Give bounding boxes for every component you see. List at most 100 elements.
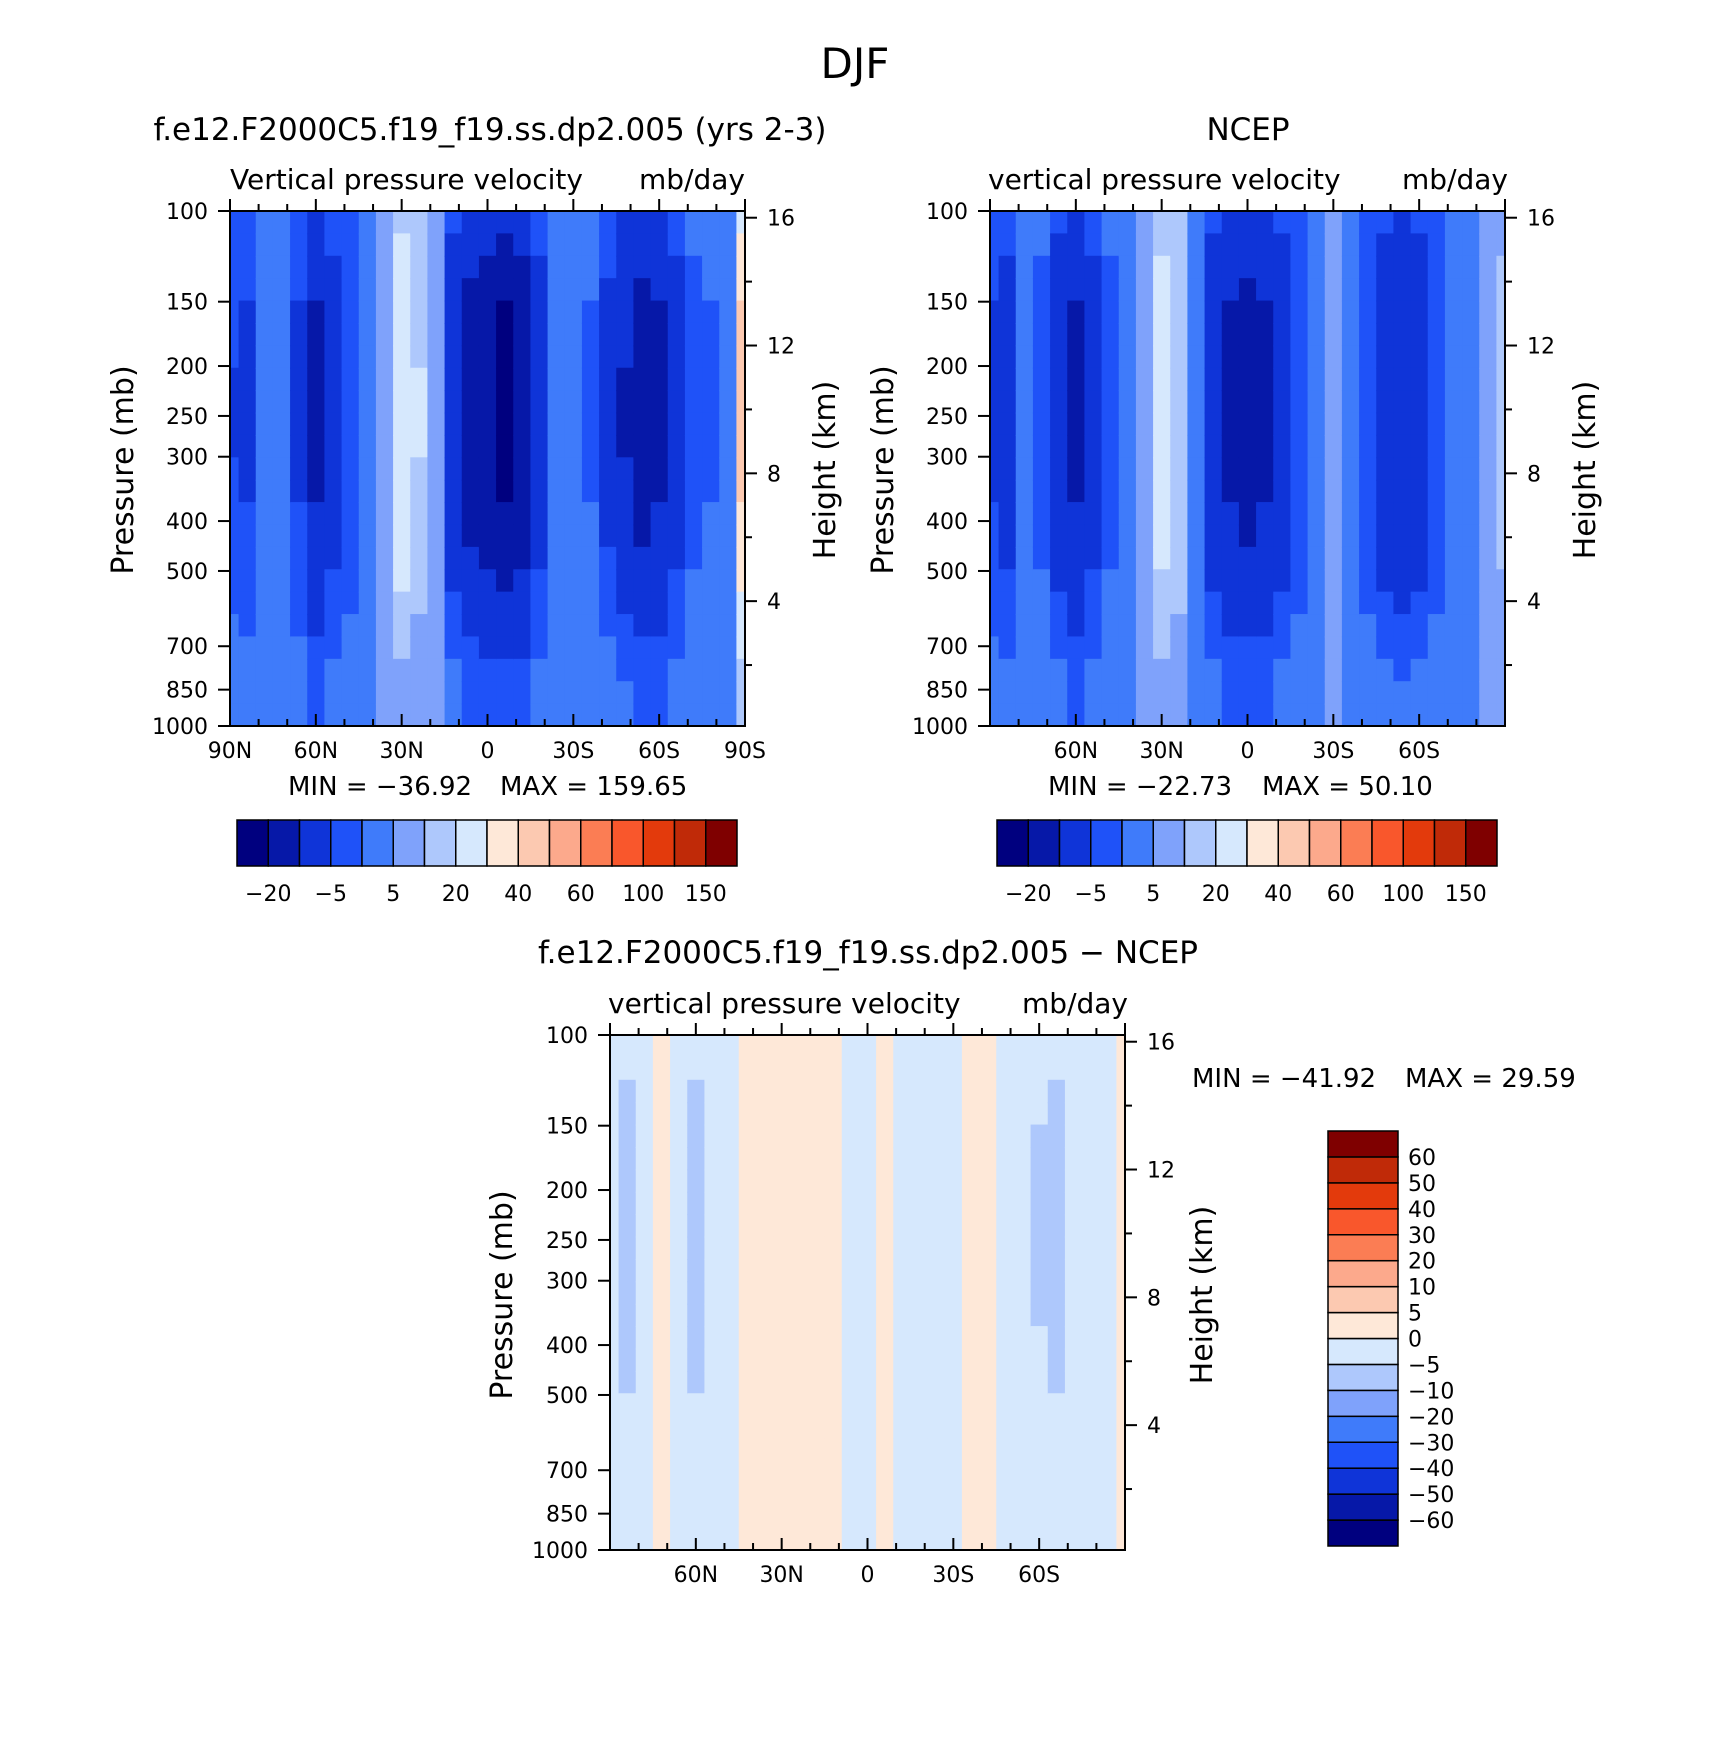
colorbar-label: 5 (1408, 1302, 1422, 1327)
contour-cell (513, 434, 532, 459)
contour-cell (341, 300, 360, 324)
contour-cell (1307, 434, 1326, 459)
contour-cell (1084, 322, 1103, 347)
contour-cell (1393, 591, 1412, 616)
contour-cell (1153, 479, 1172, 504)
contour-cell (687, 1124, 706, 1148)
contour-cell (1064, 1281, 1084, 1305)
contour-field (610, 1035, 1125, 1550)
contour-cell (773, 1482, 792, 1507)
contour-cell (513, 636, 532, 660)
contour-cell (1393, 322, 1412, 347)
contour-cell (1047, 1035, 1066, 1059)
y-tick-label: 1000 (912, 715, 968, 740)
contour-cell (719, 591, 738, 616)
contour-cell (1479, 278, 1498, 302)
contour-cell (773, 1438, 792, 1462)
contour-cell (1376, 681, 1395, 705)
contour-cell (635, 1124, 654, 1148)
contour-cell (755, 1438, 775, 1462)
contour-cell (1444, 636, 1464, 660)
contour-cell (272, 681, 292, 705)
contour-cell (1359, 569, 1378, 593)
contour-cell (1187, 681, 1206, 705)
contour-cell (599, 278, 618, 302)
contour-cell (255, 278, 274, 302)
contour-cell (272, 300, 292, 324)
contour-cell (1118, 614, 1137, 638)
contour-cell (1376, 278, 1395, 302)
contour-cell (1444, 703, 1464, 726)
contour-cell (1030, 1415, 1049, 1440)
contour-cell (702, 211, 721, 235)
contour-cell (807, 1124, 826, 1148)
contour-cell (1427, 412, 1446, 436)
contour-cell (755, 1370, 775, 1395)
contour-cell (910, 1035, 929, 1059)
contour-cell (1359, 367, 1378, 392)
contour-cell (876, 1326, 895, 1350)
contour-cell (1496, 278, 1505, 302)
contour-cell (1030, 1505, 1049, 1529)
contour-cell (773, 1258, 792, 1283)
x-tick-label: 60N (1054, 739, 1098, 764)
contour-cell (998, 233, 1017, 257)
contour-cell (581, 636, 601, 660)
contour-cell (444, 211, 463, 235)
contour-cell (1050, 457, 1069, 481)
contour-cell (1032, 390, 1052, 414)
contour-cell (564, 345, 583, 369)
contour-cell (444, 412, 463, 436)
contour-cell (667, 211, 686, 235)
contour-cell (1084, 300, 1103, 324)
x-tick-label: 60N (294, 739, 338, 764)
contour-cell (1013, 1035, 1032, 1059)
contour-cell (1116, 1527, 1125, 1550)
contour-cell (358, 300, 377, 324)
contour-cell (1376, 345, 1395, 369)
contour-cell (393, 233, 412, 257)
contour-cell (979, 1326, 998, 1350)
contour-cell (652, 1258, 672, 1283)
contour-cell (961, 1460, 981, 1484)
contour-cell (1032, 300, 1052, 324)
height-tick-label: 16 (1527, 207, 1555, 232)
contour-cell (996, 1146, 1015, 1171)
contour-cell (635, 1035, 654, 1059)
contour-cell (1290, 681, 1309, 705)
contour-cell (1099, 1281, 1118, 1305)
contour-cell (1256, 322, 1275, 347)
contour-cell (1064, 1482, 1084, 1507)
contour-cell (910, 1370, 929, 1395)
contour-cell (650, 524, 669, 548)
contour-cell (633, 390, 652, 414)
contour-cell (618, 1326, 637, 1350)
contour-cell (610, 1258, 620, 1283)
contour-cell (1376, 658, 1395, 683)
contour-cell (1341, 278, 1361, 302)
contour-cell (618, 1482, 637, 1507)
contour-cell (1496, 322, 1505, 347)
contour-cell (961, 1281, 981, 1305)
colorbar-box (1327, 1208, 1399, 1236)
contour-cell (1238, 278, 1258, 302)
contour-cell (841, 1438, 860, 1462)
contour-cell (1013, 1102, 1032, 1126)
contour-cell (635, 1057, 654, 1081)
contour-cell (393, 278, 412, 302)
contour-cell (581, 524, 601, 548)
contour-cell (670, 1057, 689, 1081)
contour-cell (1427, 479, 1446, 504)
contour-cell (635, 1303, 654, 1328)
contour-cell (858, 1236, 878, 1260)
contour-cell (1341, 569, 1361, 593)
contour-cell (893, 1326, 912, 1350)
contour-cell (910, 1124, 929, 1148)
contour-cell (719, 636, 738, 660)
contour-cell (650, 390, 669, 414)
contour-cell (307, 569, 326, 593)
contour-cell (684, 390, 704, 414)
y-tick-label: 150 (546, 1115, 588, 1140)
contour-cell (996, 1505, 1015, 1529)
contour-cell (1030, 1169, 1049, 1193)
